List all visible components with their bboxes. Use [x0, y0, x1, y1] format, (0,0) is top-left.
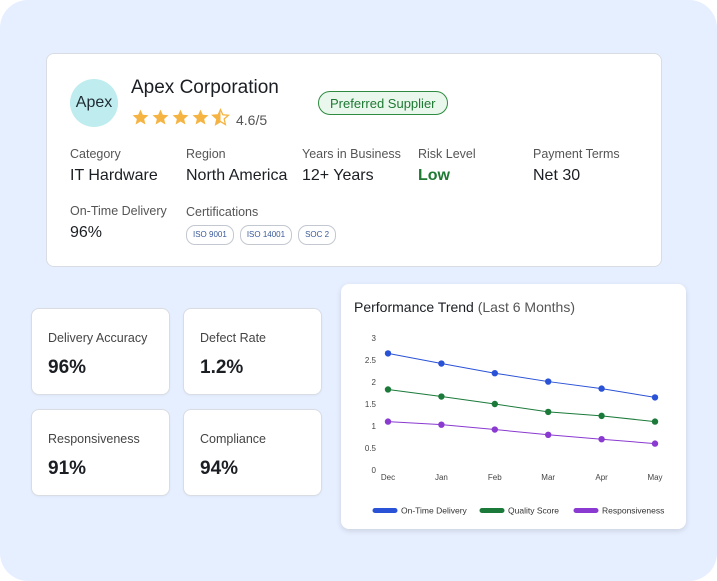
legend-label: Quality Score	[508, 506, 559, 516]
y-tick-label: 1	[372, 422, 377, 431]
metric-value: 91%	[48, 458, 87, 479]
category-field: Category IT Hardware	[70, 147, 158, 185]
data-point	[545, 408, 552, 416]
y-tick-label: 2	[372, 378, 377, 387]
series-line-2	[387, 421, 656, 445]
years-field: Years in Business 12+ Years	[302, 147, 401, 185]
series-line-0	[387, 352, 656, 398]
rating-stars	[131, 108, 230, 127]
data-point	[438, 421, 445, 428]
cert-tag: ISO 14001	[239, 225, 293, 245]
payment-field: Payment Terms Net 30	[533, 147, 620, 185]
x-tick-label: Dec	[381, 473, 395, 482]
y-tick-label: 3	[372, 334, 377, 343]
rating-text: 4.6/5	[236, 112, 268, 128]
y-tick-label: 1.5	[365, 400, 377, 409]
x-tick-label: May	[647, 473, 662, 482]
star-icon	[152, 109, 169, 125]
data-point	[384, 386, 392, 393]
risk-value: Low	[418, 167, 450, 184]
metric-value: 96%	[48, 357, 87, 378]
metric-card-delivery-accuracy: Delivery Accuracy 96%	[31, 308, 170, 395]
x-tick-label: Apr	[595, 473, 608, 482]
payment-label: Payment Terms	[533, 147, 620, 161]
category-label: Category	[70, 147, 121, 161]
region-label: Region	[186, 147, 226, 161]
star-icon	[132, 109, 149, 125]
ontime-field: On-Time Delivery 96%	[70, 204, 167, 242]
ontime-label: On-Time Delivery	[70, 204, 167, 218]
metric-value: 1.2%	[200, 357, 244, 378]
payment-value: Net 30	[533, 167, 581, 184]
metric-card-compliance: Compliance 94%	[183, 409, 322, 496]
series-line-1	[387, 388, 656, 423]
years-label: Years in Business	[302, 147, 401, 161]
half-star-icon	[211, 108, 230, 126]
chart-title-main: Performance Trend	[354, 299, 474, 315]
chart-title: Performance Trend (Last 6 Months)	[354, 299, 575, 315]
data-point	[651, 440, 659, 447]
risk-field: Risk Level Low	[418, 147, 476, 185]
x-tick-label: Mar	[541, 473, 555, 482]
cert-tag: ISO 9001	[186, 225, 234, 245]
data-point	[438, 393, 445, 400]
risk-label: Risk Level	[418, 147, 476, 161]
data-point	[598, 436, 605, 443]
legend-label: Responsiveness	[602, 506, 664, 516]
data-point	[545, 431, 552, 438]
certifications-field: Certifications ISO 9001 ISO 14001 SOC 2	[186, 205, 337, 245]
metric-label: Defect Rate	[200, 331, 267, 345]
data-point	[491, 400, 498, 408]
supplier-card: Apex Apex Corporation 4.6/5 Preferred Su…	[46, 53, 662, 267]
legend-label: On-Time Delivery	[401, 506, 468, 516]
data-point	[384, 418, 392, 425]
star-icon	[192, 109, 209, 125]
data-point	[598, 385, 605, 392]
data-point	[384, 350, 392, 357]
performance-trend-chart: 0 0.5 1 1.5 2 2.5 3 Dec Jan Feb Mar Apr May On-Time D…	[365, 334, 665, 516]
metric-label: Delivery Accuracy	[48, 331, 148, 345]
cert-tag: SOC 2	[298, 225, 337, 245]
chart-title-sub: (Last 6 Months)	[477, 299, 575, 315]
metric-value: 94%	[200, 458, 239, 479]
region-field: Region North America	[186, 147, 287, 185]
metric-label: Compliance	[200, 432, 267, 446]
data-point	[491, 370, 498, 377]
x-tick-label: Feb	[488, 473, 502, 482]
years-value: 12+ Years	[302, 167, 374, 184]
metric-label: Responsiveness	[48, 432, 140, 446]
data-point	[598, 412, 605, 420]
data-point	[651, 418, 659, 425]
star-icon	[172, 109, 189, 125]
y-tick-label: 2.5	[365, 356, 377, 365]
data-point	[545, 378, 552, 385]
data-point	[438, 360, 445, 367]
data-point	[491, 426, 498, 433]
avatar: Apex	[70, 79, 118, 127]
y-tick-label: 0	[372, 466, 377, 475]
ontime-value: 96%	[70, 224, 103, 241]
data-point	[651, 394, 659, 401]
category-value: IT Hardware	[70, 167, 158, 184]
certifications-label: Certifications	[186, 205, 259, 219]
metric-card-defect-rate: Defect Rate 1.2%	[183, 308, 322, 395]
metric-card-responsiveness: Responsiveness 91%	[31, 409, 170, 496]
performance-trend-card: Performance Trend (Last 6 Months) 0 0.5 1 1…	[341, 284, 686, 529]
x-tick-label: Jan	[435, 473, 448, 482]
supplier-name: Apex Corporation	[131, 77, 279, 98]
y-tick-label: 0.5	[365, 444, 377, 453]
region-value: North America	[186, 167, 288, 184]
preferred-supplier-badge: Preferred Supplier	[318, 91, 448, 115]
